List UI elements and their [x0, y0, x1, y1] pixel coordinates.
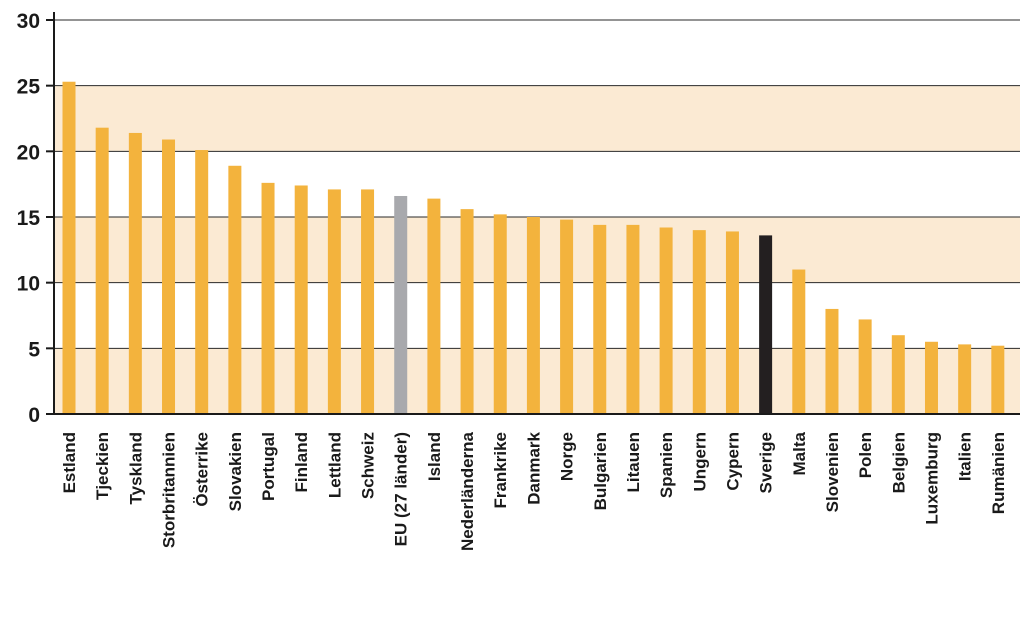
bar: [460, 209, 474, 414]
x-tick-label: Polen: [856, 432, 875, 478]
bar: [626, 224, 640, 414]
x-tick-label: Spanien: [657, 432, 676, 498]
y-tick-label: 20: [17, 141, 40, 164]
bar: [327, 189, 341, 414]
y-tick-label: 30: [17, 10, 40, 33]
x-tick-label: Ungern: [690, 432, 709, 492]
bar: [692, 230, 706, 414]
x-tick-label: Frankrike: [491, 432, 510, 509]
x-tick-label: Finland: [292, 432, 311, 492]
x-tick-label: Schweiz: [359, 432, 378, 499]
x-tick-label: Nederländerna: [458, 431, 477, 551]
x-tick-label: Norge: [558, 432, 577, 481]
x-tick-label: Slovenien: [823, 432, 842, 512]
x-tick-label: Estland: [60, 432, 79, 493]
bars: [62, 81, 1005, 415]
x-tick-label: Belgien: [889, 432, 908, 493]
bar: [759, 235, 773, 414]
bar: [725, 231, 739, 414]
x-tick-label: Danmark: [524, 431, 543, 504]
x-tick-label: Italien: [956, 432, 975, 481]
x-tick-label: Island: [425, 432, 444, 481]
bar: [95, 127, 109, 415]
x-tick-label: Tjeckien: [93, 432, 112, 500]
x-tick-label: Lettland: [325, 432, 344, 498]
bar: [858, 319, 872, 414]
band: [54, 85, 1020, 152]
bar: [62, 81, 76, 414]
x-tick-label: Malta: [790, 431, 809, 475]
y-tick-label: 10: [17, 273, 40, 296]
x-tick-label: Rumänien: [989, 432, 1008, 514]
x-tick-label: Cypern: [723, 432, 742, 491]
x-tick-label: EU (27 länder): [392, 432, 411, 546]
axes: [46, 12, 1020, 415]
bar: [891, 335, 905, 414]
bar: [261, 182, 275, 414]
bar: [924, 341, 938, 414]
y-tick-label: 5: [28, 338, 40, 361]
x-tick-label: Österrike: [193, 432, 212, 507]
bar: [294, 185, 308, 414]
bar: [228, 165, 242, 414]
y-tick-labels: 0 5 10 15 20 25 30: [17, 10, 41, 427]
bar: [792, 269, 806, 414]
bar: [659, 227, 673, 414]
bar: [560, 219, 574, 414]
x-tick-label: Tyskland: [126, 432, 145, 504]
bar: [394, 195, 408, 414]
bar: [593, 224, 607, 414]
bar: [493, 214, 507, 414]
y-tick-label: 25: [17, 76, 41, 99]
bar: [361, 189, 375, 414]
bar: [526, 217, 540, 414]
x-tick-label: Slovakien: [226, 432, 245, 511]
bar: [128, 132, 142, 415]
bar: [162, 139, 176, 414]
x-tick-label: Storbritannien: [160, 432, 179, 548]
bar: [427, 198, 441, 414]
x-tick-label: Litauen: [624, 432, 643, 492]
x-tick-label: Bulgarien: [591, 432, 610, 510]
y-tick-label: 15: [17, 207, 41, 230]
bar: [195, 150, 209, 414]
bar: [958, 344, 972, 414]
x-tick-labels: Estland Tjeckien Tyskland Storbritannien Öst…: [60, 431, 1008, 551]
bar: [825, 308, 839, 414]
x-tick-label: Sverige: [757, 432, 776, 493]
bar: [991, 345, 1005, 414]
x-tick-label: Luxemburg: [922, 432, 941, 525]
x-tick-label: Portugal: [259, 432, 278, 501]
y-tick-label: 0: [28, 404, 40, 427]
